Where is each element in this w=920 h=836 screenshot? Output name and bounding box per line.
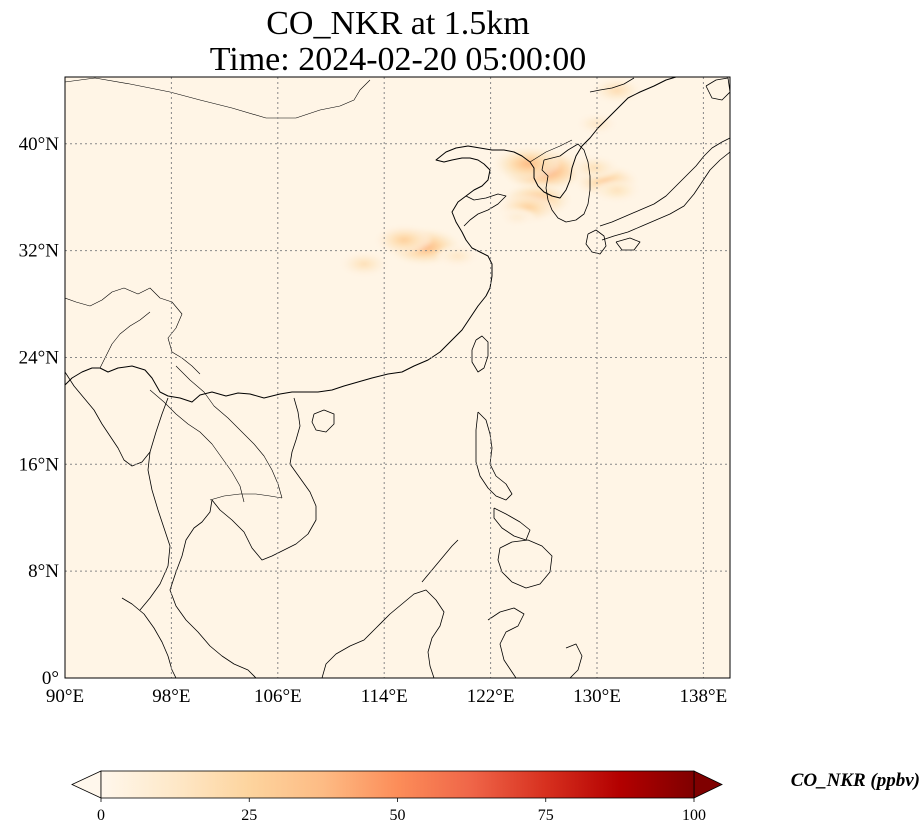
lat-tick-label: 24°N bbox=[19, 347, 60, 368]
lon-tick-label: 106°E bbox=[254, 686, 302, 707]
border-southwest-china bbox=[65, 287, 201, 375]
colorbar-extend-min bbox=[71, 770, 102, 799]
coastline-japan-honshu bbox=[599, 137, 730, 241]
coastline-palawan bbox=[421, 539, 459, 583]
coastline-mainland bbox=[65, 77, 677, 403]
colorbar-tick-label: 100 bbox=[682, 807, 706, 824]
coastline-hainan bbox=[311, 409, 335, 433]
coastline-shandong bbox=[463, 193, 507, 227]
coastline-japan-shikoku bbox=[615, 237, 641, 251]
border-thailand bbox=[149, 389, 245, 503]
border-cambodia bbox=[209, 493, 283, 501]
lon-tick-label: 98°E bbox=[152, 686, 190, 707]
plume bbox=[571, 156, 618, 180]
title-line-2: Time: 2024-02-20 05:00:00 bbox=[209, 41, 587, 78]
lon-tick-label: 130°E bbox=[573, 686, 621, 707]
colorbar-tick-label: 0 bbox=[97, 807, 105, 824]
title-line-1: CO_NKR at 1.5km bbox=[266, 5, 530, 42]
plume bbox=[341, 252, 388, 276]
lon-tick-label: 122°E bbox=[467, 686, 515, 707]
coastline-indochina bbox=[169, 397, 317, 678]
border-laos-vietnam bbox=[175, 365, 283, 499]
lat-tick-label: 40°N bbox=[19, 134, 60, 155]
coastline-sulawesi bbox=[487, 607, 525, 678]
coastline-halmahera bbox=[565, 643, 583, 678]
coastline-mindanao bbox=[497, 539, 553, 589]
colorbar-tick-label: 75 bbox=[538, 807, 554, 824]
colorbar: 0 25 50 75 100 bbox=[71, 770, 723, 824]
colorbar-extend-max bbox=[693, 770, 723, 799]
coastline-taiwan bbox=[471, 335, 489, 373]
lat-tick-label: 0° bbox=[42, 668, 59, 689]
lon-tick-label: 114°E bbox=[361, 686, 408, 707]
colorbar-tick-label: 25 bbox=[241, 807, 257, 824]
coastline-luzon bbox=[475, 411, 513, 501]
plume bbox=[593, 78, 641, 103]
colorbar-label: CO_NKR (ppbv) bbox=[790, 770, 920, 791]
plume bbox=[498, 208, 536, 227]
plume bbox=[594, 179, 640, 202]
lat-tick-label: 8°N bbox=[28, 561, 59, 582]
lon-tick-label: 90°E bbox=[46, 686, 84, 707]
map-background bbox=[65, 77, 730, 678]
plume bbox=[495, 148, 560, 180]
coastline-primorye bbox=[589, 77, 635, 93]
lat-tick-label: 32°N bbox=[19, 241, 60, 262]
plume bbox=[436, 245, 479, 267]
coastline-borneo bbox=[321, 589, 445, 678]
plume bbox=[376, 226, 432, 254]
coastline-japan-hokkaido bbox=[705, 77, 730, 101]
coastline-japan-kyushu bbox=[585, 229, 607, 255]
border-mongolia bbox=[65, 77, 371, 119]
axis-ticks: 90°E 98°E 106°E 114°E 122°E 130°E 138°E 0° 8°N 16… bbox=[19, 134, 728, 707]
border-myanmar-east bbox=[99, 311, 151, 369]
border-north-korea bbox=[529, 139, 573, 163]
colorbar-tick-label: 50 bbox=[390, 807, 406, 824]
coastlines-and-borders bbox=[65, 77, 730, 678]
coastline-korea bbox=[541, 143, 591, 223]
map-frame bbox=[64, 76, 731, 679]
colorbar-gradient bbox=[100, 770, 695, 799]
lon-tick-label: 138°E bbox=[680, 686, 728, 707]
coastline-andaman bbox=[139, 397, 171, 611]
lat-tick-label: 16°N bbox=[19, 454, 60, 475]
